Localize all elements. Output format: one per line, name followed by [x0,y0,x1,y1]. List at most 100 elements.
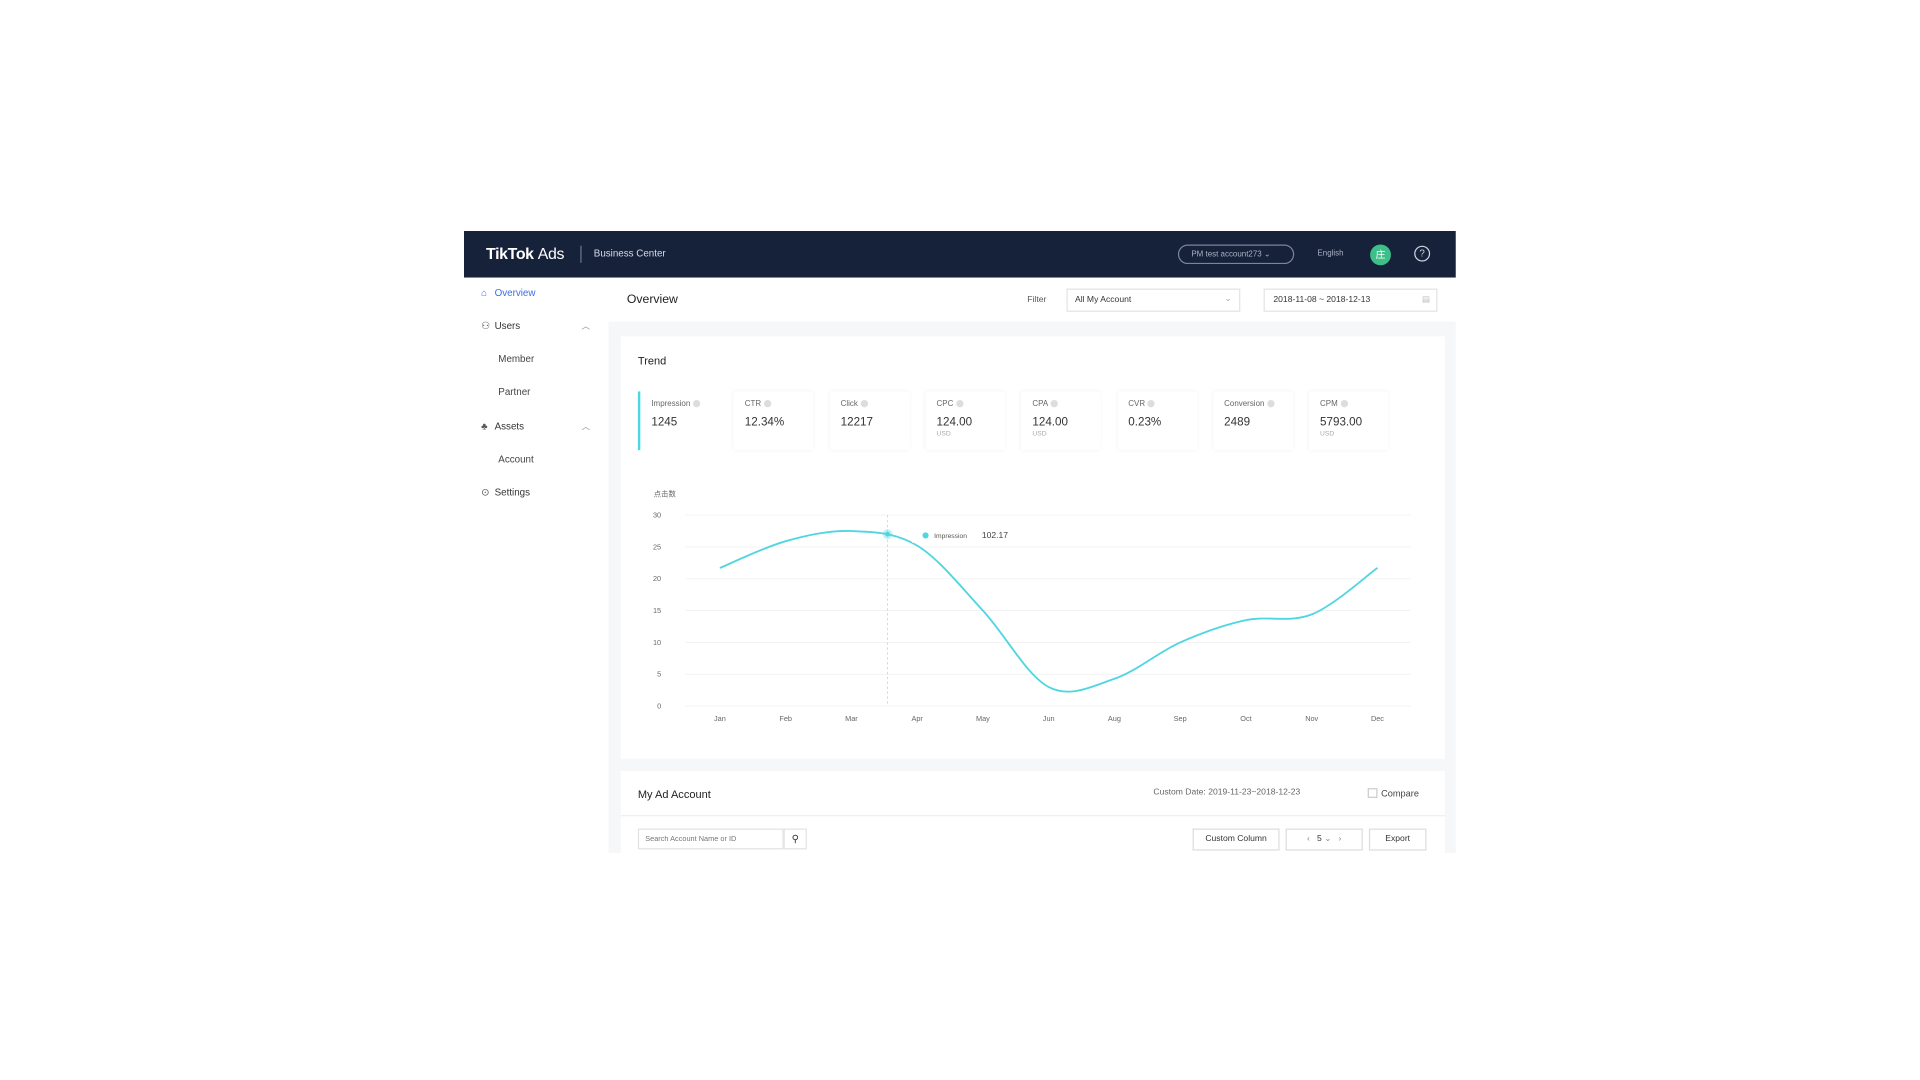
tooltip-value: 102.17 [982,530,1008,540]
prev-page-button[interactable]: ‹ [1307,834,1310,844]
sidebar-item-users[interactable]: ⚇ Users [481,320,520,331]
assets-icon: ♣ [481,420,488,432]
y-tick-label: 20 [653,574,661,583]
metric-card-cpa[interactable]: CPA 124.00 USD [1021,391,1101,451]
logo[interactable]: TikTok Ads [486,244,564,262]
metric-unit: USD [936,430,951,438]
sidebar-item-assets[interactable]: ♣ Assets [481,421,524,432]
y-axis-label: 点击数 [654,490,677,499]
metric-unit: USD [1320,430,1335,438]
metric-card-conversion[interactable]: Conversion 2489 [1213,391,1293,451]
settings-icon: ⊙ [481,486,490,498]
metric-value: 12217 [840,415,874,430]
metric-name: Impression [651,399,691,409]
filter-value: All My Account [1075,295,1132,305]
metric-value: 0.23% [1128,415,1162,430]
sidebar-item-label: Assets [494,420,525,432]
y-tick-label: 5 [657,670,661,679]
chevron-up-icon[interactable]: ︿ [581,322,591,332]
compare-checkbox[interactable]: Compare [1367,788,1419,799]
tiktok-ads-app: TikTok Ads Business Center PM test accou… [464,231,1456,854]
filter-select[interactable]: All My Account ⌄ [1066,288,1241,312]
help-icon[interactable]: ? [1414,245,1431,262]
metric-card-cpc[interactable]: CPC 124.00 USD [925,391,1006,451]
x-tick-label: Jan [714,714,726,723]
custom-date-value: 2019-11-23~2018-12-23 [1208,788,1301,797]
tooltip-legend-dot [922,532,929,539]
info-icon[interactable] [1266,399,1275,408]
metric-value: 2489 [1224,415,1251,430]
metric-name: Conversion [1224,399,1265,409]
page-size-select[interactable]: 5 [1317,834,1322,844]
tooltip [912,523,1004,543]
metric-card-cvr[interactable]: CVR 0.23% [1117,391,1197,451]
date-end: 2018-12-13 [1326,295,1371,305]
sidebar-item-account[interactable]: Account [498,453,534,465]
sidebar-item-label: Users [494,320,521,332]
chevron-down-icon: ⌄ [1263,250,1271,260]
tooltip-label: Impression [934,533,967,540]
language-selector[interactable]: English [1317,249,1344,258]
ad-account-card: My Ad Account Custom Date: 2019-11-23~20… [620,771,1445,854]
metric-value: 124.00 [936,415,973,430]
metric-label: Conversion [1224,399,1282,409]
metric-value: 124.00 [1032,415,1068,430]
search-button[interactable]: ⚲ [783,828,807,850]
info-icon[interactable] [692,399,701,408]
y-tick-label: 30 [653,511,661,520]
metric-value: 1245 [651,415,678,430]
custom-date: Custom Date: 2019-11-23~2018-12-23 [1153,788,1300,797]
metric-name: Click [840,399,858,409]
metric-label: Click [840,399,899,409]
metric-card-ctr[interactable]: CTR 12.34% [733,391,814,451]
info-icon[interactable] [1147,399,1155,408]
info-icon[interactable] [955,399,964,408]
top-header: TikTok Ads Business Center PM test accou… [464,231,1456,278]
metric-label: CTR [745,399,803,409]
next-page-button[interactable]: › [1338,834,1342,844]
metric-card-cpm[interactable]: CPM 5793.00 USD [1309,391,1389,451]
metric-card-click[interactable]: Click 12217 [829,391,910,451]
sidebar-item-overview[interactable]: ⌂ Overview [481,287,535,298]
metric-name: CPC [936,399,954,409]
product-name: Business Center [593,248,666,260]
y-tick-label: 15 [653,606,661,615]
chevron-up-icon[interactable]: ︿ [581,423,591,432]
metric-name: CVR [1128,399,1146,409]
account-switcher[interactable]: PM test account273 ⌄ [1177,244,1295,265]
metric-value: 12.34% [744,415,785,430]
info-icon[interactable] [763,399,771,408]
sidebar-item-label: Settings [494,486,531,498]
x-tick-label: Feb [779,714,792,723]
x-tick-label: Jun [1043,714,1055,723]
divider [580,245,582,263]
y-tick-label: 25 [653,542,661,551]
custom-column-button[interactable]: Custom Column [1192,828,1280,851]
sidebar-item-member[interactable]: Member [498,353,535,365]
info-icon[interactable] [1340,399,1348,408]
metric-label: CPA [1032,399,1090,409]
search-input[interactable] [637,828,784,850]
sidebar-item-settings[interactable]: ⊙ Settings [481,487,530,498]
date-range-picker[interactable]: 2018-11-08 ~ 2018-12-13 ▤ [1263,288,1438,312]
avatar[interactable]: 庄 [1370,244,1391,266]
impression-series-line [719,530,1379,693]
sidebar-item-label: Overview [494,287,536,299]
trend-chart: 点击数 0 5 10 15 20 25 30 Jan Feb Mar Apr May Jun Aug Sep O… [653,490,1411,723]
metric-card-impression[interactable]: Impression 1245 [637,391,718,451]
divider [620,815,1445,817]
date-separator: ~ [1319,295,1325,305]
x-tick-label: Sep [1174,714,1187,723]
sidebar-item-partner[interactable]: Partner [498,386,531,398]
checkbox-box[interactable] [1367,788,1378,798]
export-button[interactable]: Export [1368,828,1427,851]
filter-label: Filter [1027,295,1047,305]
info-icon[interactable] [860,399,868,408]
trend-title: Trend [637,354,667,367]
metric-name: CPA [1032,399,1049,409]
brand-suffix: Ads [537,244,565,263]
x-tick-label: Nov [1305,714,1318,723]
info-icon[interactable] [1050,399,1058,408]
search-icon: ⚲ [791,833,799,845]
users-icon: ⚇ [481,320,490,332]
